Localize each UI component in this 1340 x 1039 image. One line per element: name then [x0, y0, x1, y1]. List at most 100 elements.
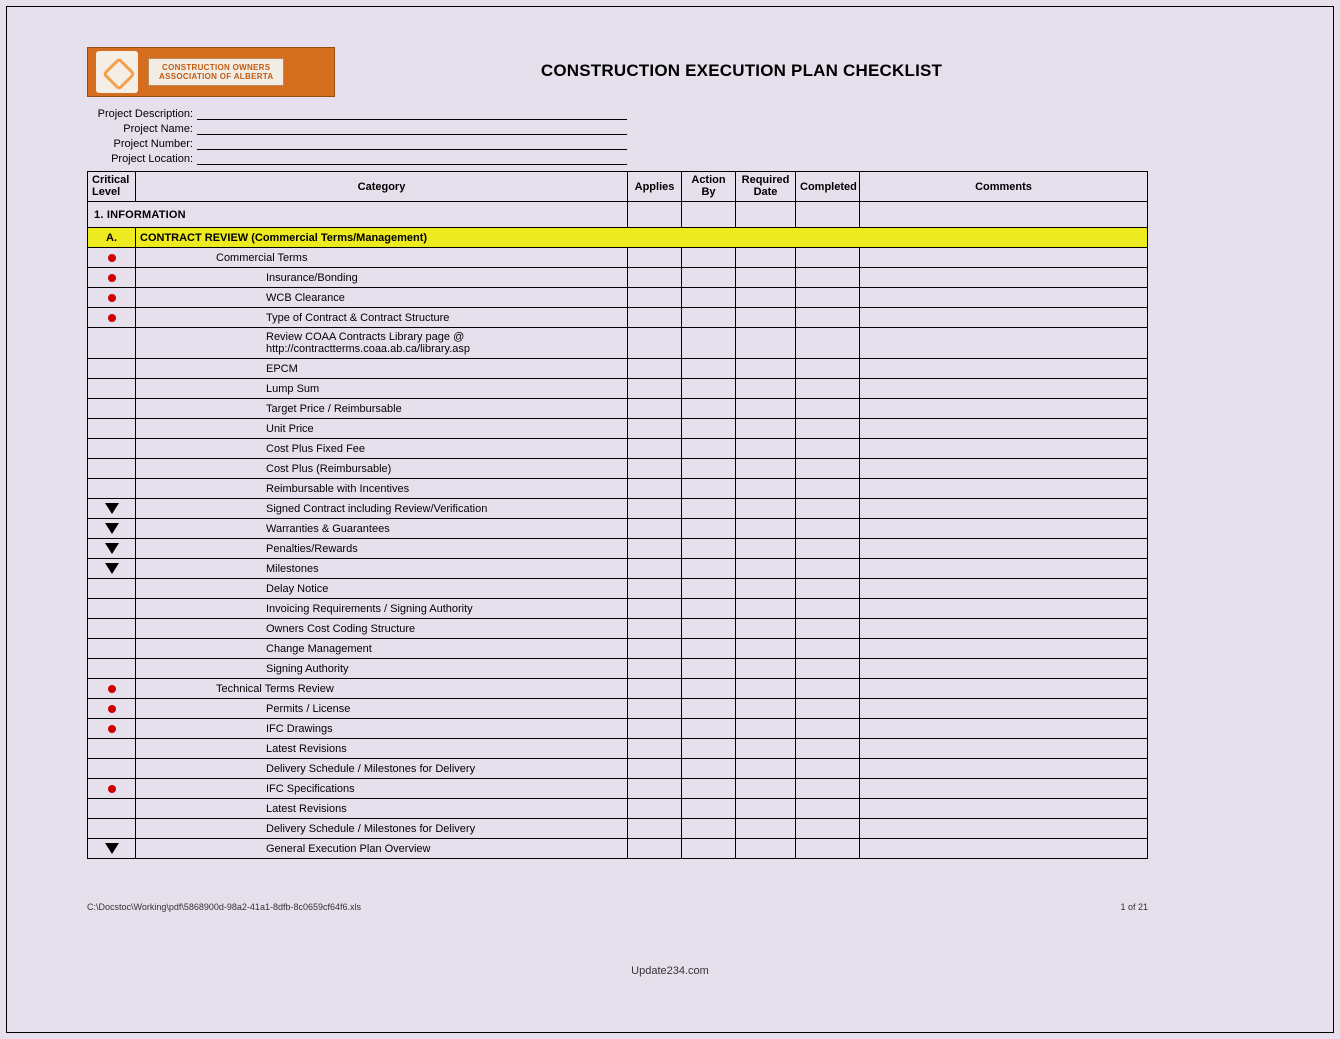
empty-cell[interactable]: [860, 268, 1148, 288]
empty-cell[interactable]: [860, 559, 1148, 579]
empty-cell[interactable]: [736, 459, 796, 479]
empty-cell[interactable]: [796, 839, 860, 859]
empty-cell[interactable]: [796, 288, 860, 308]
empty-cell[interactable]: [796, 399, 860, 419]
empty-cell[interactable]: [860, 599, 1148, 619]
empty-cell[interactable]: [796, 819, 860, 839]
empty-cell[interactable]: [736, 739, 796, 759]
empty-cell[interactable]: [796, 659, 860, 679]
empty-cell[interactable]: [860, 699, 1148, 719]
empty-cell[interactable]: [736, 699, 796, 719]
empty-cell[interactable]: [796, 779, 860, 799]
empty-cell[interactable]: [796, 719, 860, 739]
empty-cell[interactable]: [682, 739, 736, 759]
empty-cell[interactable]: [860, 839, 1148, 859]
empty-cell[interactable]: [682, 639, 736, 659]
empty-cell[interactable]: [736, 268, 796, 288]
empty-cell[interactable]: [860, 759, 1148, 779]
empty-cell[interactable]: [796, 328, 860, 359]
empty-cell[interactable]: [796, 559, 860, 579]
empty-cell[interactable]: [796, 699, 860, 719]
empty-cell[interactable]: [860, 739, 1148, 759]
empty-cell[interactable]: [796, 619, 860, 639]
empty-cell[interactable]: [736, 539, 796, 559]
empty-cell[interactable]: [860, 779, 1148, 799]
empty-cell[interactable]: [860, 659, 1148, 679]
empty-cell[interactable]: [736, 599, 796, 619]
empty-cell[interactable]: [796, 439, 860, 459]
empty-cell[interactable]: [860, 679, 1148, 699]
meta-field-number[interactable]: [197, 136, 627, 150]
empty-cell[interactable]: [736, 579, 796, 599]
empty-cell[interactable]: [736, 719, 796, 739]
empty-cell[interactable]: [860, 419, 1148, 439]
empty-cell[interactable]: [628, 679, 682, 699]
empty-cell[interactable]: [628, 839, 682, 859]
empty-cell[interactable]: [628, 288, 682, 308]
empty-cell[interactable]: [682, 679, 736, 699]
empty-cell[interactable]: [736, 559, 796, 579]
empty-cell[interactable]: [628, 579, 682, 599]
empty-cell[interactable]: [860, 379, 1148, 399]
empty-cell[interactable]: [796, 268, 860, 288]
meta-field-name[interactable]: [197, 121, 627, 135]
empty-cell[interactable]: [628, 359, 682, 379]
empty-cell[interactable]: [796, 308, 860, 328]
empty-cell[interactable]: [682, 359, 736, 379]
empty-cell[interactable]: [736, 759, 796, 779]
empty-cell[interactable]: [628, 619, 682, 639]
empty-cell[interactable]: [796, 519, 860, 539]
empty-cell[interactable]: [682, 328, 736, 359]
empty-cell[interactable]: [628, 439, 682, 459]
empty-cell[interactable]: [682, 439, 736, 459]
empty-cell[interactable]: [682, 779, 736, 799]
empty-cell[interactable]: [796, 579, 860, 599]
empty-cell[interactable]: [628, 399, 682, 419]
empty-cell[interactable]: [682, 799, 736, 819]
empty-cell[interactable]: [796, 459, 860, 479]
empty-cell[interactable]: [860, 819, 1148, 839]
empty-cell[interactable]: [736, 679, 796, 699]
empty-cell[interactable]: [796, 359, 860, 379]
meta-field-description[interactable]: [197, 106, 627, 120]
empty-cell[interactable]: [682, 248, 736, 268]
empty-cell[interactable]: [682, 699, 736, 719]
empty-cell[interactable]: [682, 519, 736, 539]
empty-cell[interactable]: [682, 839, 736, 859]
empty-cell[interactable]: [736, 419, 796, 439]
empty-cell[interactable]: [628, 599, 682, 619]
empty-cell[interactable]: [860, 719, 1148, 739]
empty-cell[interactable]: [736, 288, 796, 308]
empty-cell[interactable]: [628, 459, 682, 479]
empty-cell[interactable]: [860, 639, 1148, 659]
empty-cell[interactable]: [682, 539, 736, 559]
empty-cell[interactable]: [796, 639, 860, 659]
empty-cell[interactable]: [628, 719, 682, 739]
empty-cell[interactable]: [628, 308, 682, 328]
empty-cell[interactable]: [860, 439, 1148, 459]
empty-cell[interactable]: [628, 268, 682, 288]
empty-cell[interactable]: [796, 479, 860, 499]
empty-cell[interactable]: [682, 399, 736, 419]
empty-cell[interactable]: [682, 308, 736, 328]
empty-cell[interactable]: [860, 479, 1148, 499]
empty-cell[interactable]: [682, 479, 736, 499]
empty-cell[interactable]: [628, 819, 682, 839]
empty-cell[interactable]: [628, 519, 682, 539]
empty-cell[interactable]: [682, 419, 736, 439]
empty-cell[interactable]: [860, 519, 1148, 539]
empty-cell[interactable]: [628, 759, 682, 779]
empty-cell[interactable]: [682, 288, 736, 308]
empty-cell[interactable]: [628, 499, 682, 519]
empty-cell[interactable]: [860, 359, 1148, 379]
empty-cell[interactable]: [736, 379, 796, 399]
empty-cell[interactable]: [736, 639, 796, 659]
empty-cell[interactable]: [682, 759, 736, 779]
empty-cell[interactable]: [796, 379, 860, 399]
empty-cell[interactable]: [736, 659, 796, 679]
empty-cell[interactable]: [682, 379, 736, 399]
empty-cell[interactable]: [628, 419, 682, 439]
empty-cell[interactable]: [736, 399, 796, 419]
empty-cell[interactable]: [860, 499, 1148, 519]
empty-cell[interactable]: [736, 819, 796, 839]
